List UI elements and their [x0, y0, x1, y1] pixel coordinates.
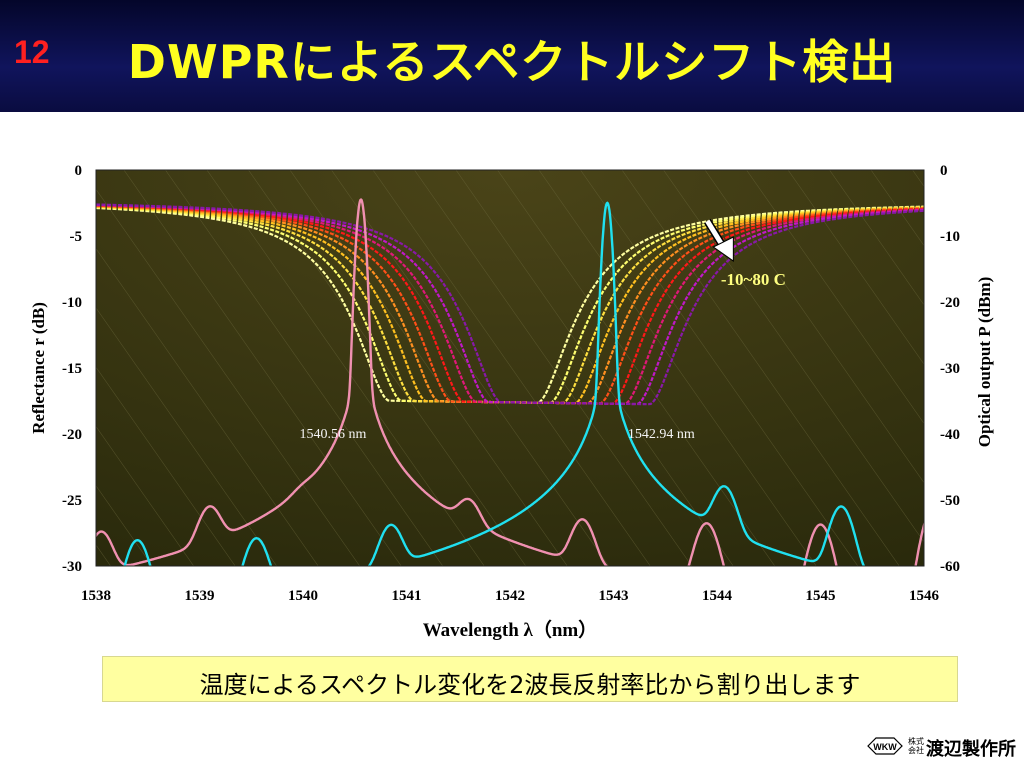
logo-mark-text: WKW	[873, 742, 897, 752]
annotation-layer: 1540.56 nm 1542.94 nm -10~80 C	[300, 218, 786, 442]
tick-labels: 1538 1539 1540 1541 1542 1543 1544 1545 1546 0 -5 -…	[62, 163, 960, 604]
x-tick-label: 1540	[288, 588, 318, 604]
caption-text: 温度によるスペクトル変化を2波長反射率比から割り出します	[199, 671, 861, 699]
wkw-logo-icon: WKW	[867, 737, 903, 755]
y-tick-label-left: -20	[62, 427, 82, 443]
y-tick-label-right: -40	[940, 427, 960, 443]
y-axis-label-left: Reflectance r (dB)	[29, 302, 48, 434]
reflectance-curve	[96, 203, 924, 406]
y-tick-label-right: -60	[940, 559, 960, 575]
y-tick-label-left: 0	[75, 163, 83, 179]
y-tick-label-left: -15	[62, 361, 82, 377]
laser-spectrum-1540	[96, 198, 924, 566]
plot-hatch	[96, 170, 924, 566]
y-tick-label-right: -10	[940, 229, 960, 245]
slide-header: 12 DWPRによるスペクトルシフト検出	[0, 0, 1024, 112]
plot-frame	[95, 169, 925, 567]
y-tick-label-left: -5	[70, 229, 83, 245]
y-tick-label-left: -25	[62, 493, 82, 509]
x-tick-label: 1541	[392, 588, 422, 604]
y-tick-label-left: -30	[62, 559, 82, 575]
y-tick-label-left: -10	[62, 295, 82, 311]
shift-arrow-shaft	[705, 219, 726, 249]
x-tick-label: 1538	[81, 588, 111, 604]
slide-number: 12	[14, 34, 50, 70]
x-tick-label: 1542	[495, 588, 525, 604]
curves-layer	[96, 198, 924, 566]
x-tick-label: 1539	[185, 588, 215, 604]
y-tick-label-right: -30	[940, 361, 960, 377]
peak-label-1540: 1540.56 nm	[300, 427, 367, 442]
reflectance-curve	[96, 205, 924, 405]
y-tick-label-right: -20	[940, 295, 960, 311]
x-tick-label: 1545	[806, 588, 836, 604]
x-tick-label: 1543	[599, 588, 629, 604]
spectrum-chart: 1538 1539 1540 1541 1542 1543 1544 1545 1546 0 -5 -…	[29, 163, 994, 641]
slide-title: DWPRによるスペクトルシフト検出	[127, 35, 897, 89]
reflectance-curve	[96, 205, 924, 405]
y-tick-label-right: 0	[940, 163, 948, 179]
y-tick-label-right: -50	[940, 493, 960, 509]
laser-spectrum-1542	[123, 201, 866, 566]
shift-arrow-head-icon	[712, 236, 734, 262]
logo-company-name: 渡辺製作所	[926, 739, 1016, 760]
x-tick-label: 1544	[702, 588, 733, 604]
temperature-range-label: -10~80 C	[721, 270, 786, 289]
x-tick-label: 1546	[909, 588, 940, 604]
peak-label-1542: 1542.94 nm	[628, 427, 695, 442]
logo-small-text: 株式会社	[908, 737, 924, 755]
y-axis-label-right: Optical output P (dBm)	[975, 277, 994, 448]
x-axis-label: Wavelength λ（nm）	[423, 618, 598, 641]
reflectance-curve	[96, 205, 924, 405]
caption-box: 温度によるスペクトル変化を2波長反射率比から割り出します	[102, 656, 958, 702]
